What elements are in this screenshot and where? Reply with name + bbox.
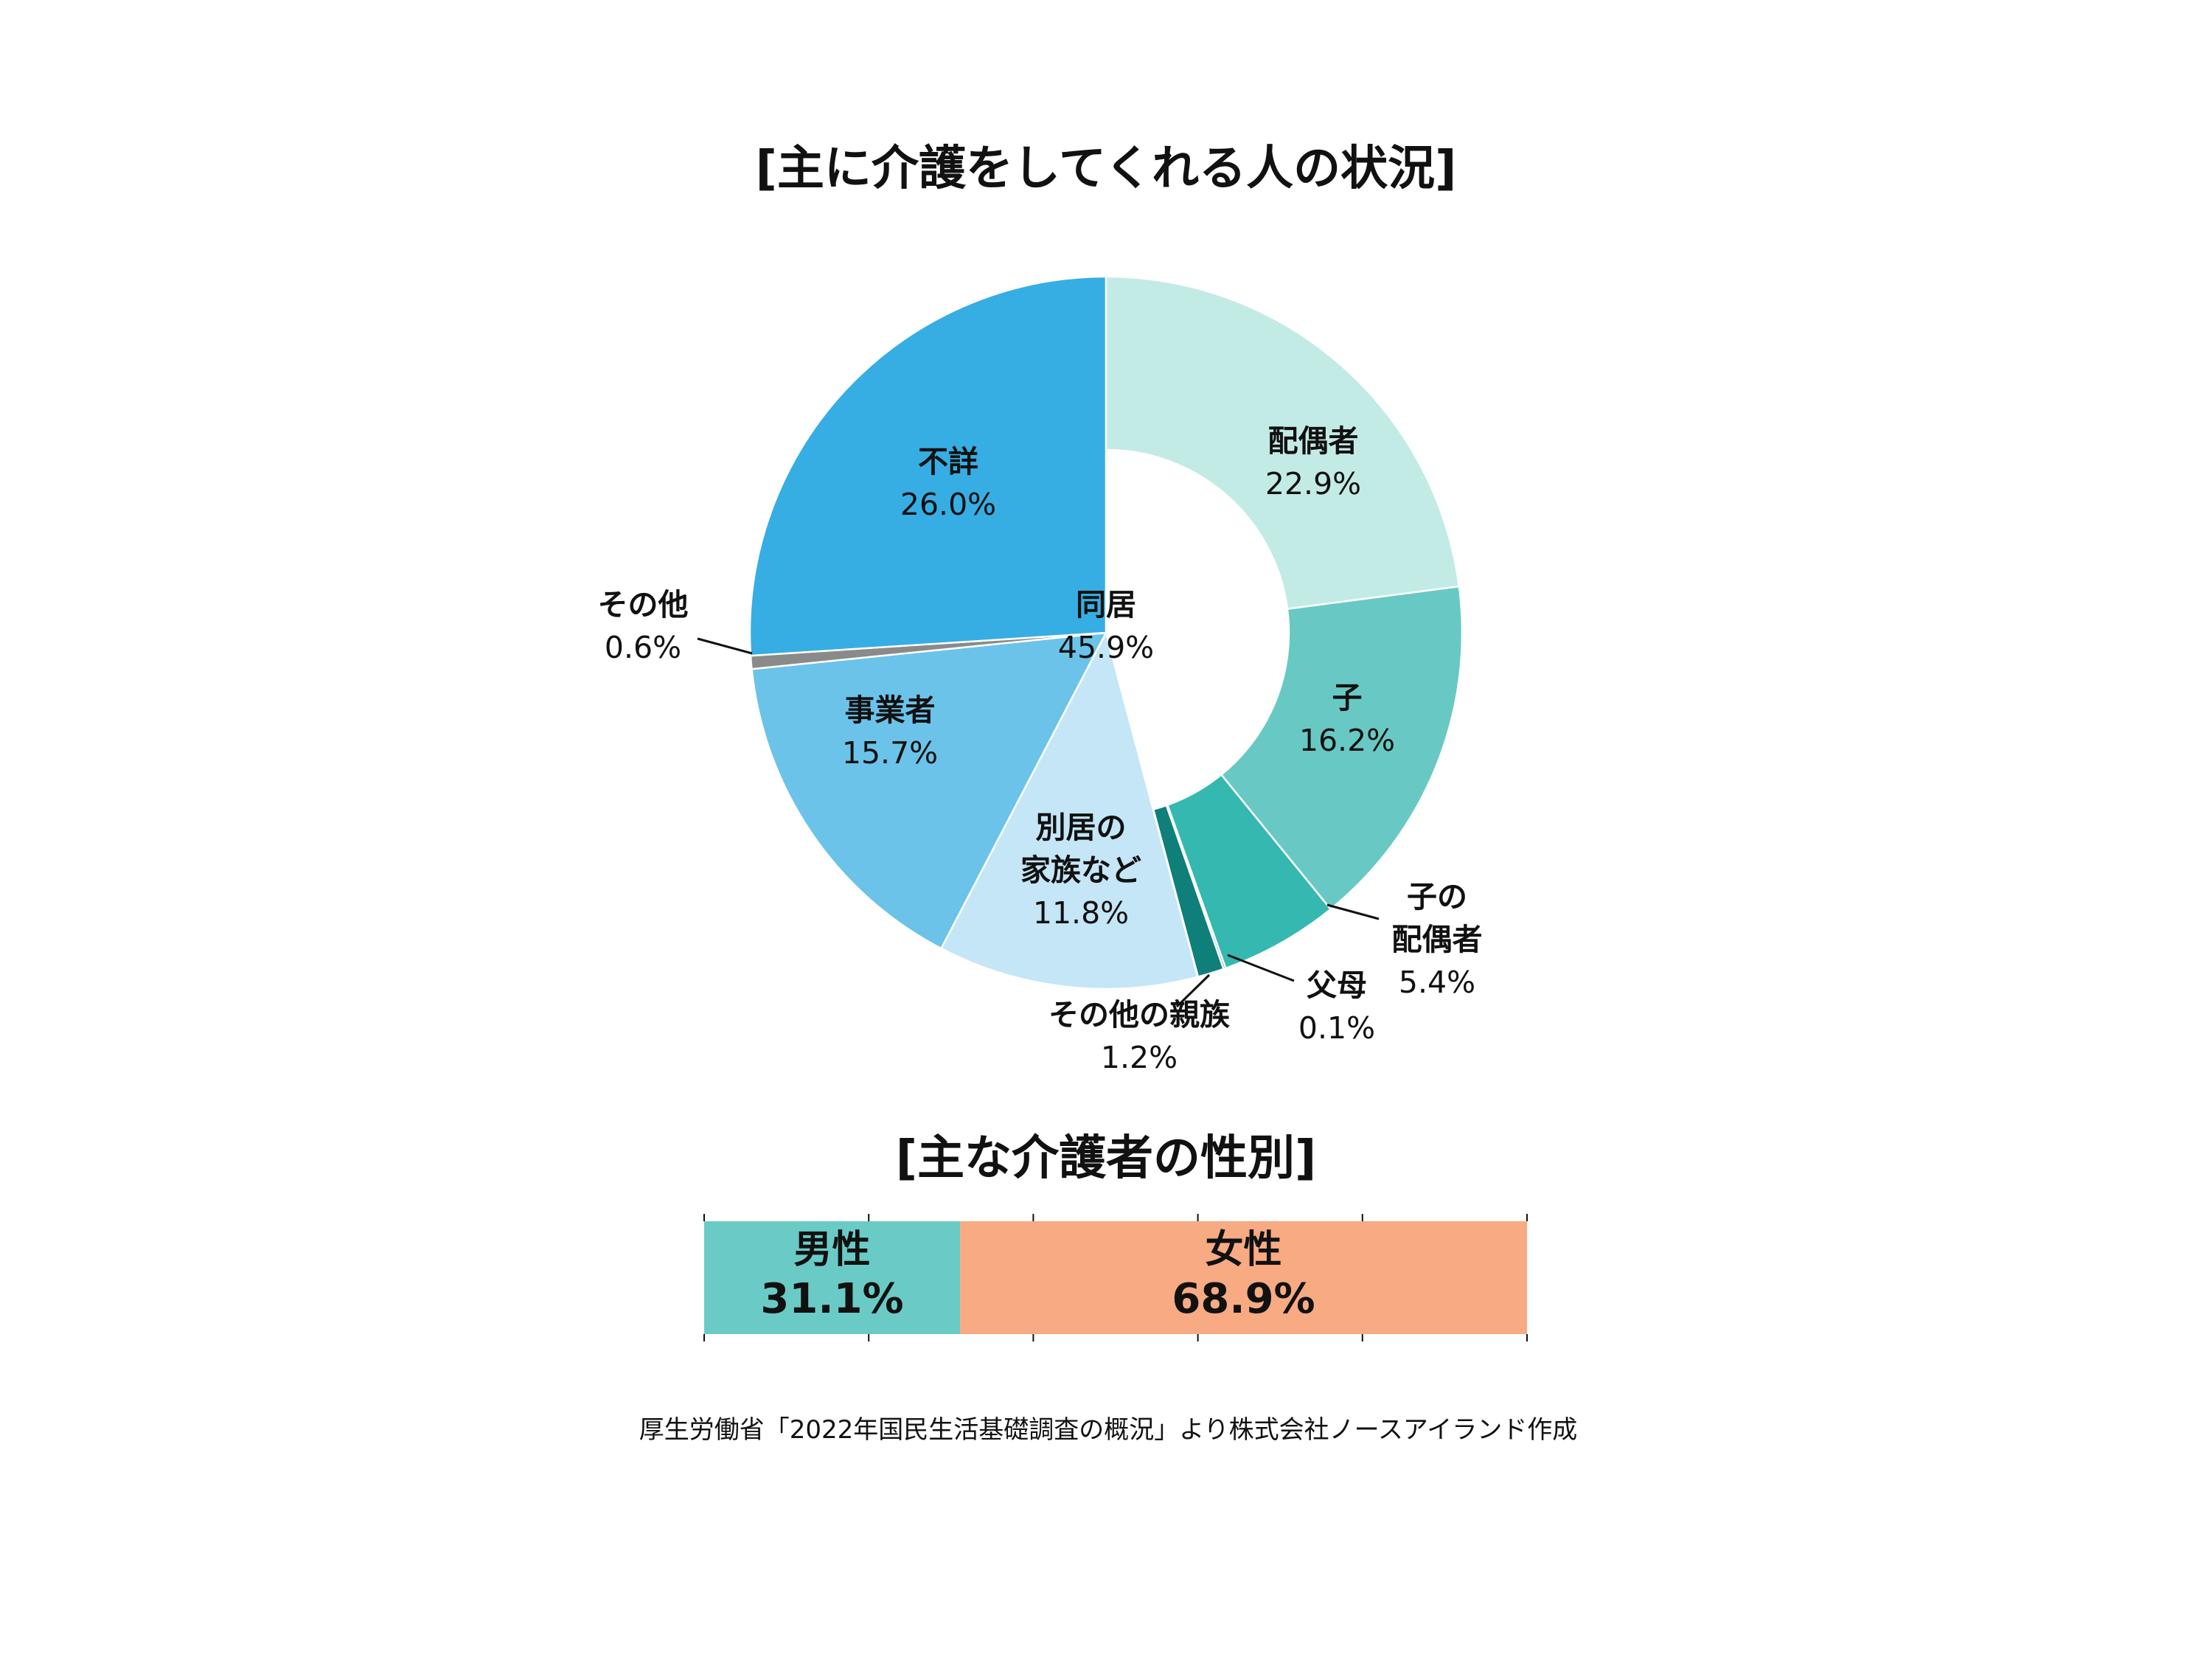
slice-value-0: 22.9% bbox=[1265, 466, 1361, 501]
pie-slice-8 bbox=[748, 275, 1107, 657]
slice-value-6: 15.7% bbox=[842, 735, 938, 771]
slice-value-5: 11.8% bbox=[1033, 895, 1129, 931]
pie-slice-0 bbox=[1105, 275, 1461, 611]
slice-value-4: 1.2% bbox=[1101, 1040, 1178, 1075]
gender-value-1: 68.9% bbox=[1172, 1275, 1315, 1323]
pie-slice-6 bbox=[751, 631, 1108, 950]
slice-label-5-line-1: 家族など bbox=[1020, 853, 1141, 888]
slice-value-1: 16.2% bbox=[1299, 723, 1395, 758]
slice-label-8-line-0: 不詳 bbox=[918, 444, 978, 479]
slice-value-8: 26.0% bbox=[900, 487, 996, 522]
pie-slice-1 bbox=[1220, 585, 1464, 911]
leader-line-2 bbox=[1326, 903, 1380, 920]
gender-value-0: 31.1% bbox=[760, 1275, 903, 1323]
inner-group-label: 同居 bbox=[1076, 587, 1136, 622]
inner-group-boundary bbox=[1152, 809, 1200, 978]
slice-label-2-line-0: 子の bbox=[1407, 879, 1467, 914]
slice-label-4-line-0: その他の親族 bbox=[1048, 997, 1230, 1032]
slice-value-2: 5.4% bbox=[1399, 965, 1475, 1000]
slice-label-3-line-0: 父母 bbox=[1307, 968, 1367, 1003]
gender-bar-segment-0 bbox=[704, 1221, 961, 1334]
bar-chart-title: [主な介護者の性別] bbox=[896, 1131, 1317, 1186]
inner-group-value: 45.9% bbox=[1058, 630, 1154, 665]
pie-labels: 同居45.9%配偶者22.9%子16.2%子の配偶者5.4%父母0.1%その他の… bbox=[598, 423, 1483, 1075]
leader-line-4 bbox=[1175, 973, 1211, 1008]
gender-bar-segment-1 bbox=[960, 1221, 1527, 1334]
slice-value-7: 0.6% bbox=[605, 630, 681, 665]
gender-name-0: 男性 bbox=[794, 1228, 871, 1272]
leader-line-3 bbox=[1227, 954, 1295, 982]
slice-label-7-line-0: その他 bbox=[598, 587, 689, 622]
slice-label-2-line-1: 配偶者 bbox=[1392, 922, 1483, 957]
slice-label-6-line-0: 事業者 bbox=[845, 692, 936, 728]
source-note: 厚生労働省「2022年国民生活基礎調査の概況」より株式会社ノースアイランド作成 bbox=[639, 1415, 1577, 1445]
slice-label-0-line-0: 配偶者 bbox=[1268, 423, 1359, 459]
slice-label-1-line-0: 子 bbox=[1332, 680, 1363, 715]
leader-line-7 bbox=[697, 637, 753, 655]
slice-label-5-line-0: 別居の bbox=[1036, 810, 1127, 845]
gender-name-1: 女性 bbox=[1206, 1228, 1282, 1272]
pie-chart-title: [主に介護をしてくれる人の状況] bbox=[756, 142, 1457, 196]
pie-chart bbox=[748, 275, 1464, 990]
slice-value-3: 0.1% bbox=[1298, 1010, 1375, 1046]
pie-slice-5 bbox=[939, 630, 1200, 990]
